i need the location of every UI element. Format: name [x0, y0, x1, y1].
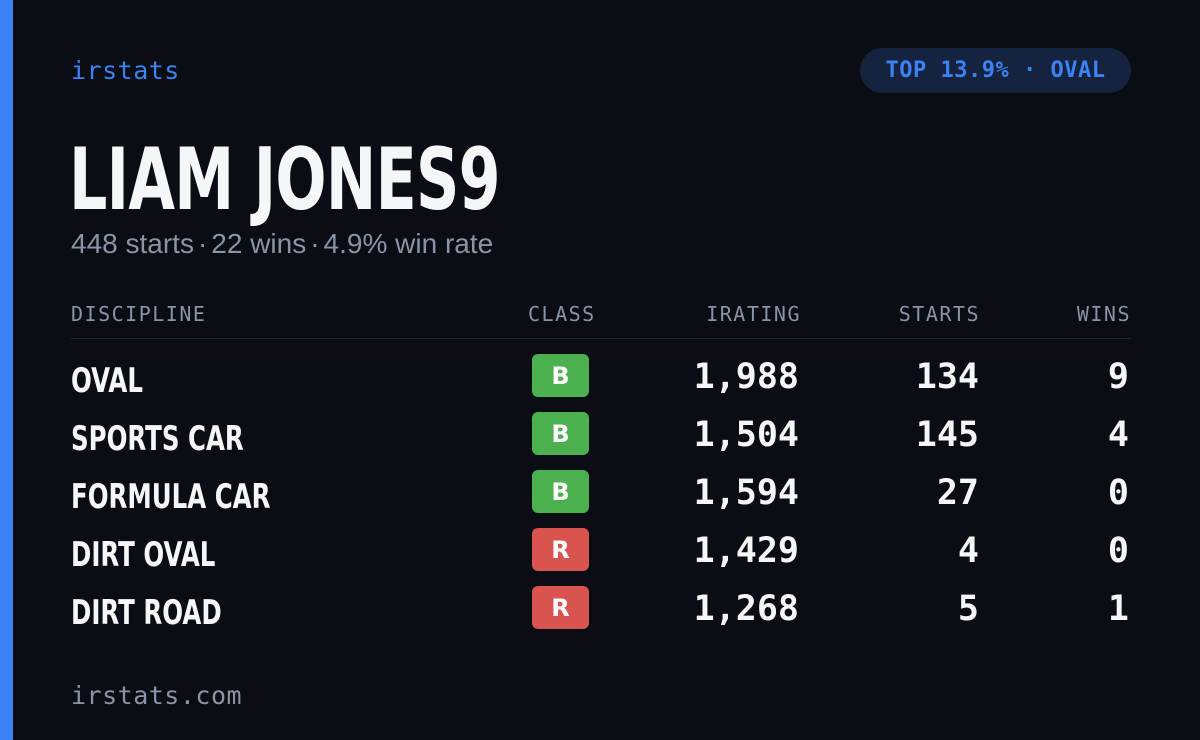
irating-value: 1,429	[693, 531, 799, 571]
starts-value: 145	[915, 415, 979, 455]
table-row: FORMULA CAR B 1,594 27 0	[71, 470, 1131, 528]
footer-url[interactable]: irstats.com	[71, 681, 243, 710]
header-class: CLASS	[528, 302, 596, 326]
wins-value: 0	[1107, 531, 1129, 571]
separator-dot: ·	[310, 228, 320, 259]
driver-summary: 448 starts · 22 wins · 4.9% win rate	[71, 228, 493, 260]
wins-value: 1	[1107, 589, 1129, 629]
brand-logo[interactable]: irstats	[71, 56, 180, 85]
starts-value: 27	[936, 473, 979, 513]
win-rate: 4.9% win rate	[323, 228, 494, 259]
table-header: DISCIPLINE CLASS IRATING STARTS WINS	[71, 300, 1131, 339]
driver-name: LIAM JONES9	[69, 130, 501, 230]
header-discipline: DISCIPLINE	[71, 302, 207, 326]
table-row: OVAL B 1,988 134 9	[71, 354, 1131, 412]
irating-value: 1,268	[693, 589, 799, 629]
total-wins: 22 wins	[211, 228, 307, 259]
header-irating: IRATING	[706, 302, 801, 326]
irating-value: 1,504	[693, 415, 799, 455]
table-row: SPORTS CAR B 1,504 145 4	[71, 412, 1131, 470]
accent-bar	[0, 0, 13, 740]
wins-value: 0	[1107, 473, 1129, 513]
discipline-name: DIRT OVAL	[71, 535, 216, 575]
discipline-name: FORMULA CAR	[71, 477, 271, 517]
starts-value: 5	[957, 589, 979, 629]
license-class-badge: B	[532, 412, 589, 455]
discipline-name: SPORTS CAR	[71, 419, 244, 459]
starts-value: 134	[915, 357, 979, 397]
rank-badge: TOP 13.9% · OVAL	[860, 48, 1131, 93]
license-class-badge: R	[532, 528, 589, 571]
total-starts: 448 starts	[71, 228, 194, 259]
table-row: DIRT OVAL R 1,429 4 0	[71, 528, 1131, 586]
license-class-badge: R	[532, 586, 589, 629]
irating-value: 1,594	[693, 473, 799, 513]
wins-value: 4	[1107, 415, 1129, 455]
discipline-name: DIRT ROAD	[71, 593, 222, 633]
license-class-badge: B	[532, 354, 589, 397]
irating-value: 1,988	[693, 357, 799, 397]
wins-value: 9	[1107, 357, 1129, 397]
separator-dot: ·	[197, 228, 208, 259]
table-row: DIRT ROAD R 1,268 5 1	[71, 586, 1131, 644]
starts-value: 4	[957, 531, 979, 571]
header-starts: STARTS	[898, 302, 980, 326]
license-class-badge: B	[532, 470, 589, 513]
header-wins: WINS	[1076, 302, 1131, 326]
discipline-name: OVAL	[71, 361, 143, 401]
